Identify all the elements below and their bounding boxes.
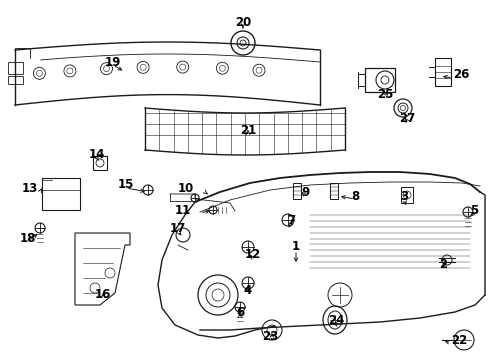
Text: 10: 10 (178, 183, 194, 195)
Bar (329, 183, 337, 199)
Bar (93, 156, 107, 170)
Text: 24: 24 (327, 314, 344, 327)
Text: 17: 17 (169, 221, 186, 234)
Text: 13: 13 (22, 183, 38, 195)
Text: 14: 14 (89, 148, 105, 162)
Text: 22: 22 (450, 333, 467, 346)
Text: 21: 21 (240, 125, 256, 138)
Bar (364, 68, 394, 92)
Text: 9: 9 (300, 185, 308, 198)
Text: 18: 18 (20, 231, 36, 244)
Bar (400, 187, 412, 203)
Text: 1: 1 (291, 240, 300, 253)
Bar (42, 178, 80, 210)
Text: 4: 4 (244, 284, 252, 297)
Text: 11: 11 (175, 203, 191, 216)
Text: 15: 15 (118, 179, 134, 192)
Text: 27: 27 (398, 112, 414, 125)
Text: 19: 19 (104, 55, 121, 68)
Text: 3: 3 (399, 189, 407, 202)
Bar (292, 183, 301, 199)
Text: 26: 26 (452, 68, 468, 81)
Bar (8, 62, 23, 74)
Text: 12: 12 (244, 248, 261, 261)
Text: 2: 2 (438, 258, 446, 271)
Text: 7: 7 (286, 215, 294, 228)
Bar (8, 76, 23, 84)
Text: 25: 25 (376, 89, 392, 102)
Text: 6: 6 (235, 306, 244, 320)
Text: 20: 20 (234, 15, 251, 28)
Text: 5: 5 (469, 203, 477, 216)
Text: 16: 16 (95, 288, 111, 302)
Text: 8: 8 (350, 189, 358, 202)
Text: 23: 23 (262, 329, 278, 342)
Bar (434, 58, 450, 86)
